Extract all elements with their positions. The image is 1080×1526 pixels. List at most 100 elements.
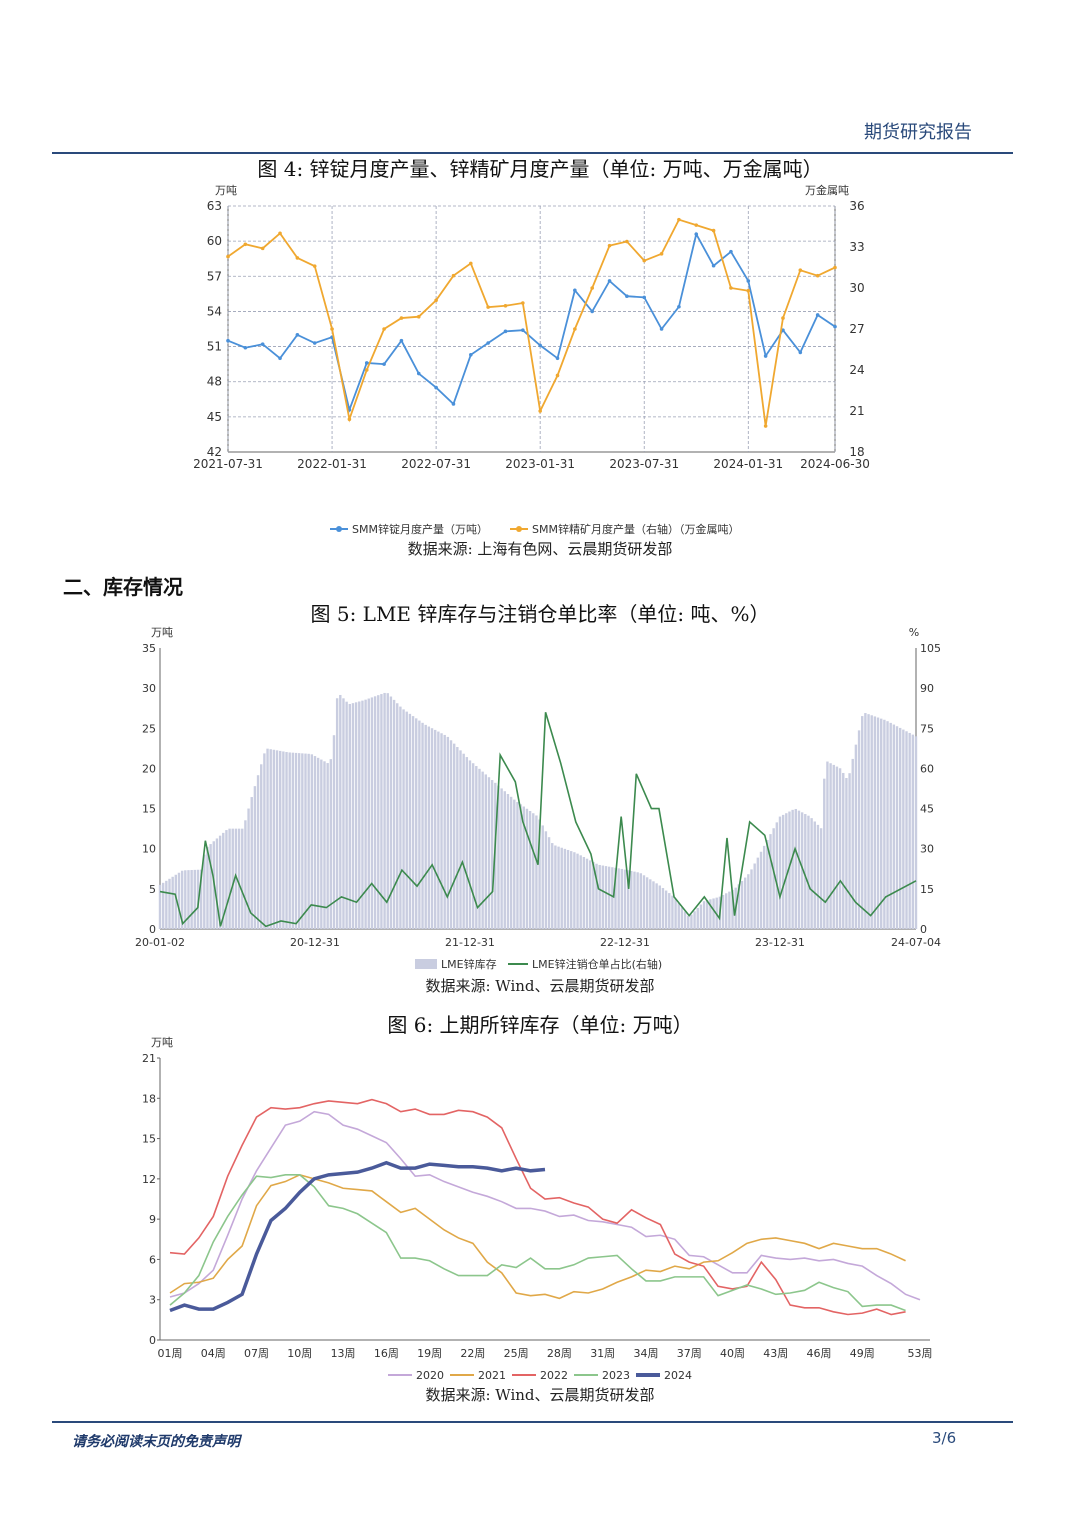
x-tick-label: 21-12-31 (445, 936, 495, 949)
inventory-bar (358, 701, 361, 929)
inventory-bar (440, 733, 443, 929)
inventory-bar (677, 903, 680, 929)
inventory-bar (180, 870, 184, 929)
inventory-bar (892, 724, 896, 929)
inventory-bar (427, 726, 431, 929)
inventory-bar (544, 831, 548, 929)
right-tick-label: 27 (849, 322, 864, 336)
inventory-bar (291, 752, 295, 929)
inventory-bar (747, 874, 750, 929)
inventory-bar (636, 872, 639, 929)
x-tick-label: 16周 (374, 1347, 399, 1360)
inventory-bar (819, 828, 823, 929)
figure-5-chart: 万吨 % 0 5 10 15 20 25 30 35 0 15 30 45 60 75 90 105 20-01-0… (135, 626, 941, 971)
inventory-bar (206, 846, 209, 929)
inventory-bar (889, 722, 892, 929)
series-line-0 (227, 231, 836, 413)
inventory-bar (241, 828, 244, 929)
legend-marker (336, 526, 342, 532)
x-tick-label: 25周 (504, 1347, 529, 1360)
data-point (347, 417, 352, 421)
inventory-bar (687, 915, 690, 929)
inventory-bar (914, 736, 918, 929)
inventory-bar (781, 814, 785, 929)
right-tick-label: 45 (920, 803, 934, 816)
x-tick-label: 10周 (287, 1347, 312, 1360)
inventory-bar (851, 758, 854, 929)
inventory-bar (731, 889, 734, 929)
data-point (798, 350, 803, 355)
data-point (243, 242, 248, 247)
inventory-bar (794, 808, 797, 929)
inventory-bar (402, 709, 405, 929)
inventory-bar (848, 773, 851, 929)
inventory-bar (320, 759, 323, 929)
inventory-bar (253, 786, 257, 929)
inventory-bar (307, 753, 310, 929)
inventory-bar (484, 774, 488, 929)
x-tick-label: 22-12-31 (600, 936, 650, 949)
inventory-bar (310, 754, 314, 929)
series-line-2023 (169, 1174, 906, 1312)
inventory-bar (823, 778, 826, 929)
cancelled-warrant-ratio-line (159, 712, 917, 928)
inventory-bar (633, 871, 636, 929)
left-tick-label: 60 (207, 234, 222, 248)
x-tick-label: 2023-07-31 (609, 457, 679, 471)
x-tick-label: 49周 (850, 1347, 875, 1360)
left-tick-label: 57 (207, 269, 222, 283)
inventory-bar (187, 870, 190, 929)
inventory-bar (699, 904, 703, 929)
inventory-bar (800, 812, 804, 929)
inventory-bar (471, 763, 475, 929)
inventory-bar (177, 872, 181, 929)
data-point (781, 316, 785, 320)
right-tick-label: 33 (849, 240, 864, 254)
left-axis-unit: 万吨 (151, 626, 173, 639)
right-tick-label: 36 (849, 199, 864, 213)
inventory-bar (592, 862, 595, 929)
inventory-bar (383, 692, 386, 929)
inventory-bar (750, 869, 753, 929)
data-point (729, 249, 733, 254)
data-point (659, 327, 664, 331)
inventory-bar (883, 719, 886, 929)
inventory-bar (367, 698, 370, 929)
inventory-bar (373, 696, 377, 929)
inventory-bar (785, 813, 788, 929)
data-point (694, 232, 699, 236)
data-point (729, 286, 733, 290)
inventory-bar (639, 873, 643, 929)
data-point (486, 341, 490, 345)
inventory-bar (456, 746, 459, 929)
right-tick-label: 90 (920, 682, 934, 695)
x-tick-label: 2024-06-30 (800, 457, 870, 471)
inventory-bar (740, 880, 744, 929)
data-point (260, 342, 265, 347)
inventory-bar (193, 869, 196, 929)
data-point (295, 333, 300, 337)
data-point (399, 316, 404, 320)
data-point (746, 288, 751, 293)
series-line-2021 (169, 1173, 906, 1300)
x-tick-label: 20-01-02 (135, 936, 185, 949)
data-point (330, 327, 334, 331)
inventory-bar (908, 732, 911, 929)
inventory-bar (652, 881, 655, 929)
inventory-bar (364, 699, 367, 929)
figure-6-source: 数据来源: Wind、云晨期货研发部 (425, 1386, 655, 1404)
inventory-bar (671, 895, 674, 929)
inventory-bar (396, 703, 399, 929)
inventory-bar (661, 888, 665, 929)
inventory-bar (876, 717, 880, 929)
data-point (677, 304, 681, 309)
header-rule (52, 152, 1013, 154)
inventory-bar (443, 734, 446, 929)
inventory-bar (579, 855, 582, 929)
x-tick-label: 2022-07-31 (401, 457, 471, 471)
right-tick-label: 24 (849, 363, 864, 377)
inventory-bar (595, 863, 598, 929)
series-line-2022 (169, 1098, 906, 1316)
x-tick-label: 2023-01-31 (505, 457, 575, 471)
data-point (226, 338, 230, 343)
